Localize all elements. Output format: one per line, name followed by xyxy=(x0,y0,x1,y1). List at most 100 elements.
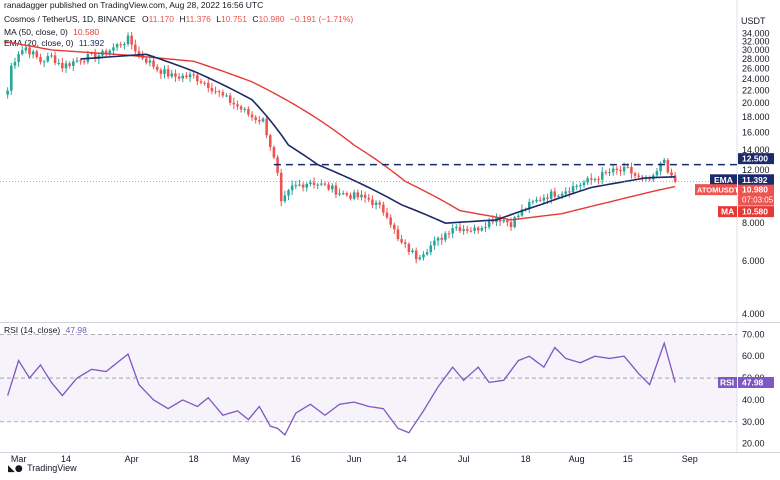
high-label: H xyxy=(179,14,185,24)
candle-body xyxy=(502,220,506,222)
candle-body xyxy=(349,195,352,199)
low-label: L xyxy=(216,14,221,24)
candle-body xyxy=(50,55,53,57)
candle-body xyxy=(564,191,568,194)
candle-body xyxy=(604,172,608,174)
candle-body xyxy=(487,220,491,228)
candle-body xyxy=(137,51,141,54)
candle-body xyxy=(320,183,323,185)
candle-body xyxy=(287,190,290,196)
low-value: 10.751 xyxy=(221,14,247,24)
ma-tag: MA 10.580 xyxy=(718,206,774,218)
candle-body xyxy=(593,178,597,180)
candle-body xyxy=(659,163,662,172)
tradingview-brand[interactable]: ◣● TradingView xyxy=(8,463,77,474)
bar-countdown: 07:03:05 xyxy=(742,196,774,205)
candle-body xyxy=(407,243,411,253)
price-tick-label: 20.000 xyxy=(742,98,770,108)
candle-body xyxy=(589,178,593,180)
symbol-tag-name: ATOMUSDT xyxy=(697,186,739,195)
time-tick-label: 14 xyxy=(61,454,71,464)
candle-body xyxy=(546,197,549,199)
rsi-tick-label: 70.00 xyxy=(742,329,765,339)
candle-body xyxy=(203,82,206,84)
candle-body xyxy=(181,75,185,79)
symbol-title: Cosmos / TetherUS, 1D, BINANCE xyxy=(4,14,136,24)
candle-body xyxy=(82,61,86,63)
candle-body xyxy=(633,173,637,176)
candle-body xyxy=(148,60,152,63)
candle-body xyxy=(422,254,425,258)
candle-body xyxy=(393,224,396,230)
candle-body xyxy=(469,230,473,232)
open-value: 11.170 xyxy=(149,14,175,24)
price-tick-label: 26.000 xyxy=(742,64,770,74)
candle-body xyxy=(465,229,469,231)
candle-body xyxy=(509,222,513,228)
ma-tag-bg xyxy=(738,206,774,218)
ema-tag-bg xyxy=(738,174,774,186)
candle-body xyxy=(411,250,414,253)
ema-legend-label: EMA (20, close, 0) xyxy=(4,38,74,48)
candle-body xyxy=(152,60,155,67)
candle-body xyxy=(170,73,174,77)
symbol-tag-bg xyxy=(695,184,737,196)
candle-body xyxy=(451,228,454,234)
candle-body xyxy=(130,35,133,45)
candle-body xyxy=(444,233,447,240)
price-tick-label: 32.000 xyxy=(742,36,770,46)
candle-body xyxy=(586,178,589,183)
candle-body xyxy=(396,229,400,240)
candle-body xyxy=(53,55,57,64)
candle-body xyxy=(225,95,228,97)
rsi-tag-name-bg xyxy=(718,376,737,388)
ma-tag-value: 10.580 xyxy=(742,207,768,217)
candle-body xyxy=(385,212,389,218)
candle-body xyxy=(389,217,392,225)
candle-body xyxy=(400,239,403,243)
candle-body xyxy=(290,185,294,191)
candle-body xyxy=(480,228,484,231)
time-tick-label: 18 xyxy=(189,454,199,464)
ma-legend-label: MA (50, close, 0) xyxy=(4,27,68,37)
close-value: 10.980 xyxy=(259,14,285,24)
candle-body xyxy=(527,202,531,209)
candle-body xyxy=(531,201,535,203)
ema-tag: EMA 11.392 xyxy=(710,174,774,186)
candle-body xyxy=(498,217,502,222)
candle-body xyxy=(75,60,79,62)
currency-label: USDT xyxy=(741,16,766,26)
candle-body xyxy=(279,172,283,202)
candle-body xyxy=(484,227,487,229)
ma-tag-name-bg xyxy=(718,206,737,218)
candle-body xyxy=(331,185,334,190)
candle-body xyxy=(90,52,93,54)
candle-body xyxy=(155,66,159,70)
time-tick-label: 14 xyxy=(397,454,407,464)
candle-body xyxy=(159,69,163,74)
time-tick-label: 16 xyxy=(291,454,301,464)
candle-body xyxy=(367,197,371,200)
candle-body xyxy=(462,229,465,232)
change-value: −0.191 (−1.71%) xyxy=(290,14,353,24)
candle-body xyxy=(104,50,108,55)
candle-body xyxy=(108,50,112,55)
candle-body xyxy=(447,233,451,235)
ema-tag-value: 11.392 xyxy=(742,175,768,185)
candle-body xyxy=(571,186,575,193)
time-tick-label: Jun xyxy=(347,454,362,464)
time-tick-label: Aug xyxy=(569,454,585,464)
candle-body xyxy=(575,186,578,188)
candle-body xyxy=(538,199,542,201)
candle-body xyxy=(327,184,330,190)
candle-body xyxy=(28,47,31,55)
candle-body xyxy=(24,47,28,51)
candle-body xyxy=(374,202,378,205)
candle-body xyxy=(115,44,119,48)
candle-body xyxy=(298,184,301,186)
candle-body xyxy=(247,108,250,115)
tradingview-brand-text: TradingView xyxy=(27,463,77,473)
candle-body xyxy=(506,220,509,223)
